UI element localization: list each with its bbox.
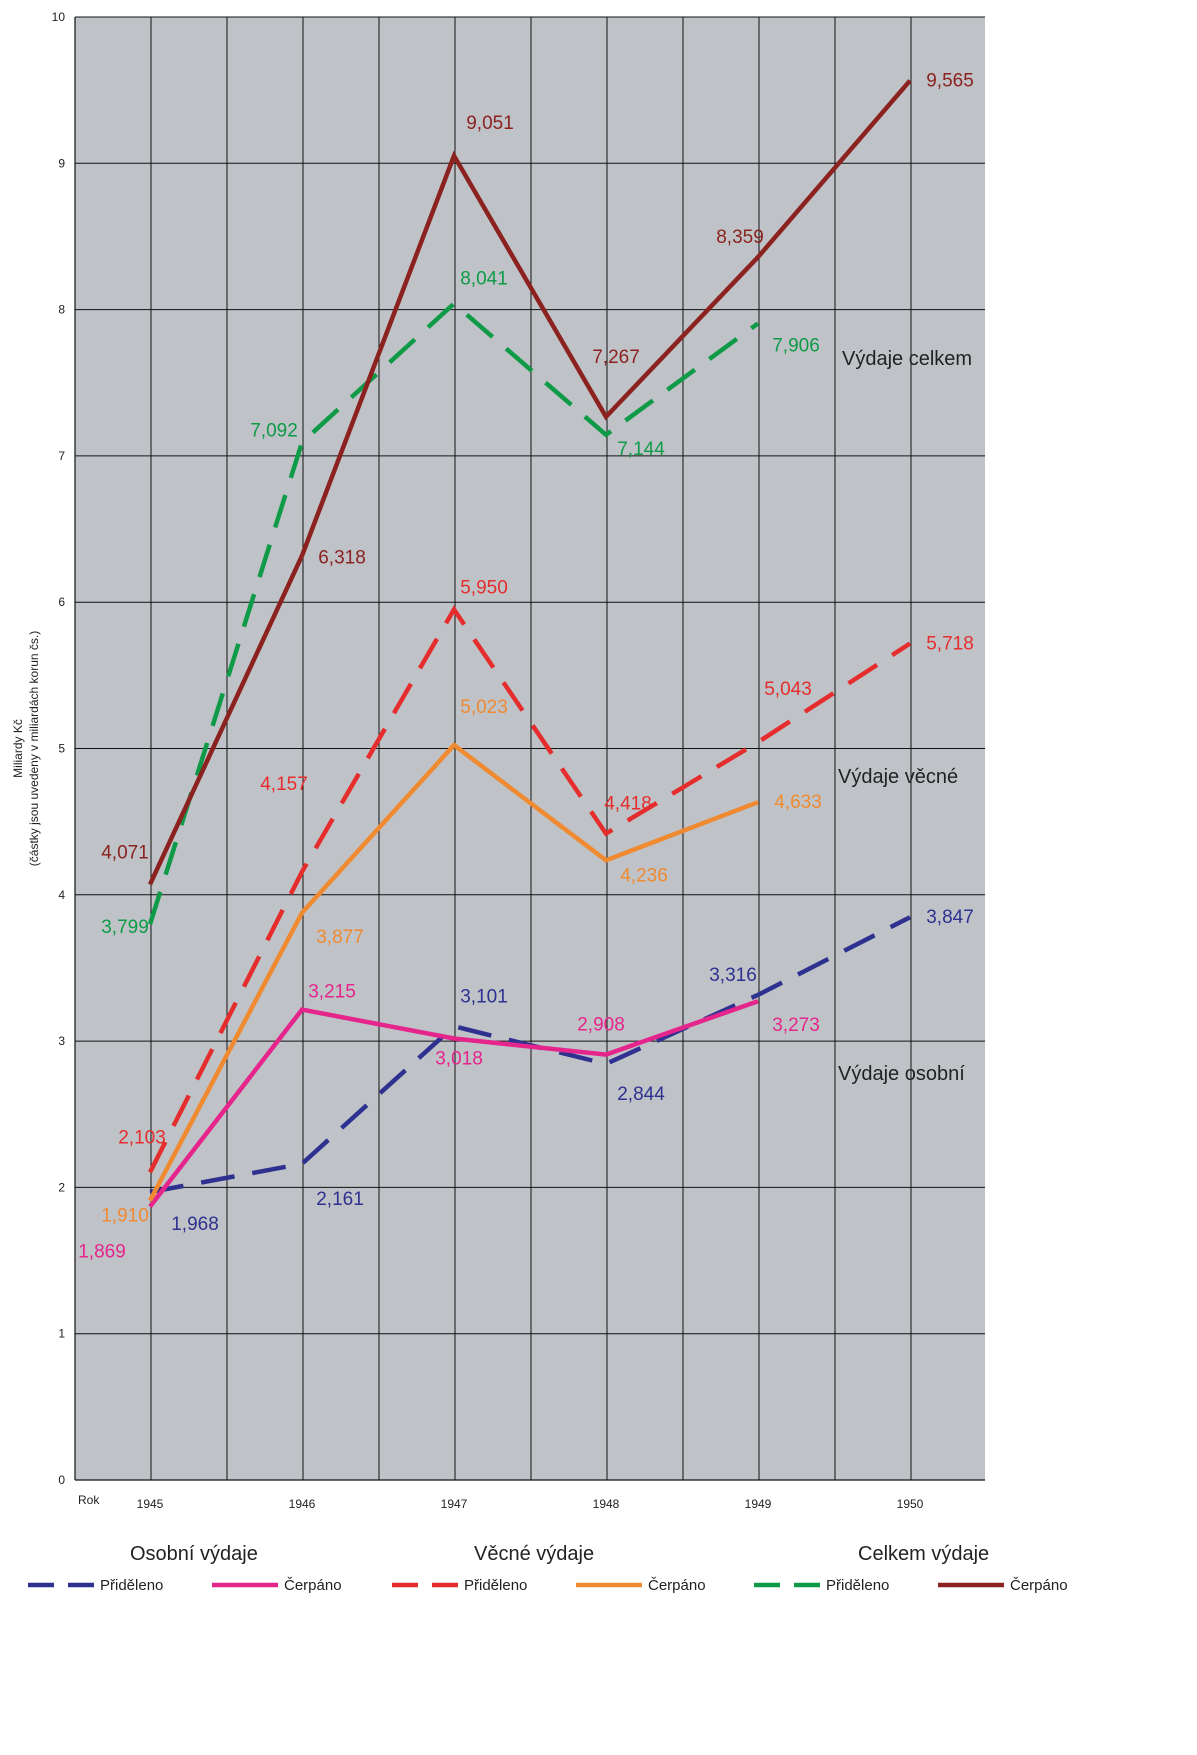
x-tick-label: 1946 bbox=[289, 1497, 316, 1511]
y-tick-label: 1 bbox=[58, 1327, 65, 1341]
y-tick-label: 0 bbox=[58, 1473, 65, 1487]
data-label: 7,906 bbox=[772, 335, 820, 356]
data-label: 7,267 bbox=[592, 347, 640, 368]
series-line-vecne-vydaje-cerpano bbox=[148, 742, 759, 1202]
series-line-vecne-vydaje-prideleno bbox=[147, 605, 912, 1174]
data-label: 3,273 bbox=[772, 1015, 820, 1036]
data-label: 4,633 bbox=[774, 792, 822, 813]
y-tick-label: 4 bbox=[58, 888, 65, 902]
data-label: 1,910 bbox=[101, 1206, 149, 1227]
data-label: 6,318 bbox=[318, 548, 366, 569]
y-axis-note: (částky jsou uvedeny v miliardách korun … bbox=[27, 631, 41, 866]
data-label: 4,418 bbox=[604, 794, 652, 815]
y-axis-label: Miliardy Kč bbox=[11, 719, 25, 778]
data-label: 3,847 bbox=[926, 907, 974, 928]
data-label: 4,071 bbox=[101, 842, 149, 863]
legend-label: Čerpáno bbox=[648, 1577, 706, 1594]
data-label: 5,718 bbox=[926, 633, 974, 654]
annotation-vydaje-vecne: Výdaje věcné bbox=[838, 766, 958, 788]
legend-item-celkem-vydaje-cerpano: Čerpáno bbox=[938, 1577, 1068, 1594]
data-label: 8,041 bbox=[460, 269, 508, 290]
legend-label: Čerpáno bbox=[284, 1577, 342, 1594]
legend-item-vecne-vydaje-prideleno: Přiděleno bbox=[392, 1577, 527, 1594]
legend-group-celkem-vydaje: Celkem výdaje bbox=[858, 1543, 989, 1565]
data-label: 3,215 bbox=[308, 982, 356, 1003]
annotation-vydaje-celkem: Výdaje celkem bbox=[842, 348, 972, 370]
data-label: 9,051 bbox=[466, 113, 514, 134]
data-label: 3,316 bbox=[709, 965, 757, 986]
data-label: 1,968 bbox=[171, 1214, 219, 1235]
y-tick-label: 6 bbox=[58, 595, 65, 609]
y-tick-label: 7 bbox=[58, 449, 65, 463]
data-label: 3,799 bbox=[101, 917, 149, 938]
data-label: 5,023 bbox=[460, 697, 508, 718]
data-label: 8,359 bbox=[716, 227, 764, 248]
data-label: 4,236 bbox=[620, 865, 668, 886]
legend-label: Přiděleno bbox=[826, 1577, 889, 1594]
data-label: 5,043 bbox=[764, 679, 812, 700]
x-tick-label: 1949 bbox=[745, 1497, 772, 1511]
grid bbox=[74, 16, 985, 1481]
legend-item-vecne-vydaje-cerpano: Čerpáno bbox=[576, 1577, 706, 1594]
data-labels: 1,968 2,161 3,101 2,844 3,316 3,847 1,869 3,215… bbox=[78, 71, 974, 1263]
data-label: 3,877 bbox=[316, 927, 364, 948]
data-label: 2,908 bbox=[577, 1015, 625, 1036]
data-label: 3,018 bbox=[435, 1048, 483, 1069]
data-label: 9,565 bbox=[926, 71, 974, 92]
legend-group-osobni-vydaje: Osobní výdaje bbox=[130, 1543, 258, 1565]
annotation-vydaje-osobni: Výdaje osobní bbox=[838, 1063, 965, 1085]
legend-label: Přiděleno bbox=[100, 1577, 163, 1594]
legend-item-celkem-vydaje-prideleno: Přiděleno bbox=[754, 1577, 889, 1594]
data-label: 2,103 bbox=[118, 1127, 166, 1148]
x-axis-label: Rok bbox=[78, 1493, 100, 1507]
y-tick-label: 10 bbox=[52, 10, 66, 24]
legend-label: Přiděleno bbox=[464, 1577, 527, 1594]
data-label: 4,157 bbox=[260, 774, 308, 795]
data-label: 2,844 bbox=[617, 1084, 665, 1105]
y-tick-label: 5 bbox=[58, 742, 65, 756]
series-layer bbox=[147, 79, 912, 1208]
y-tick-label: 9 bbox=[58, 156, 65, 170]
legend-item-osobni-vydaje-prideleno: Přiděleno bbox=[28, 1577, 163, 1594]
data-label: 5,950 bbox=[460, 578, 508, 599]
series-line-osobni-vydaje-cerpano bbox=[148, 999, 759, 1208]
x-tick-label: 1950 bbox=[897, 1497, 924, 1511]
axes: 0 1 2 3 4 5 6 7 8 9 10 1945 1946 1947 1948 1949 1950 bbox=[52, 10, 985, 1511]
series-line-celkem-vydaje-cerpano bbox=[147, 79, 912, 886]
x-tick-label: 1948 bbox=[593, 1497, 620, 1511]
y-tick-label: 2 bbox=[58, 1180, 65, 1194]
x-tick-label: 1945 bbox=[137, 1497, 164, 1511]
data-label: 7,092 bbox=[250, 420, 298, 441]
legend: Přiděleno Čerpáno Přiděleno Čerpáno Přidělen… bbox=[28, 1577, 1068, 1594]
data-label: 7,144 bbox=[617, 439, 665, 460]
legend-item-osobni-vydaje-cerpano: Čerpáno bbox=[212, 1577, 342, 1594]
data-label: 2,161 bbox=[316, 1189, 364, 1210]
series-line-celkem-vydaje-prideleno bbox=[147, 300, 760, 925]
x-tick-label: 1947 bbox=[441, 1497, 468, 1511]
legend-group-vecne-vydaje: Věcné výdaje bbox=[474, 1543, 594, 1565]
data-label: 1,869 bbox=[78, 1242, 126, 1263]
y-tick-label: 3 bbox=[58, 1034, 65, 1048]
y-tick-label: 8 bbox=[58, 303, 65, 317]
data-label: 3,101 bbox=[460, 986, 508, 1007]
legend-label: Čerpáno bbox=[1010, 1577, 1068, 1594]
